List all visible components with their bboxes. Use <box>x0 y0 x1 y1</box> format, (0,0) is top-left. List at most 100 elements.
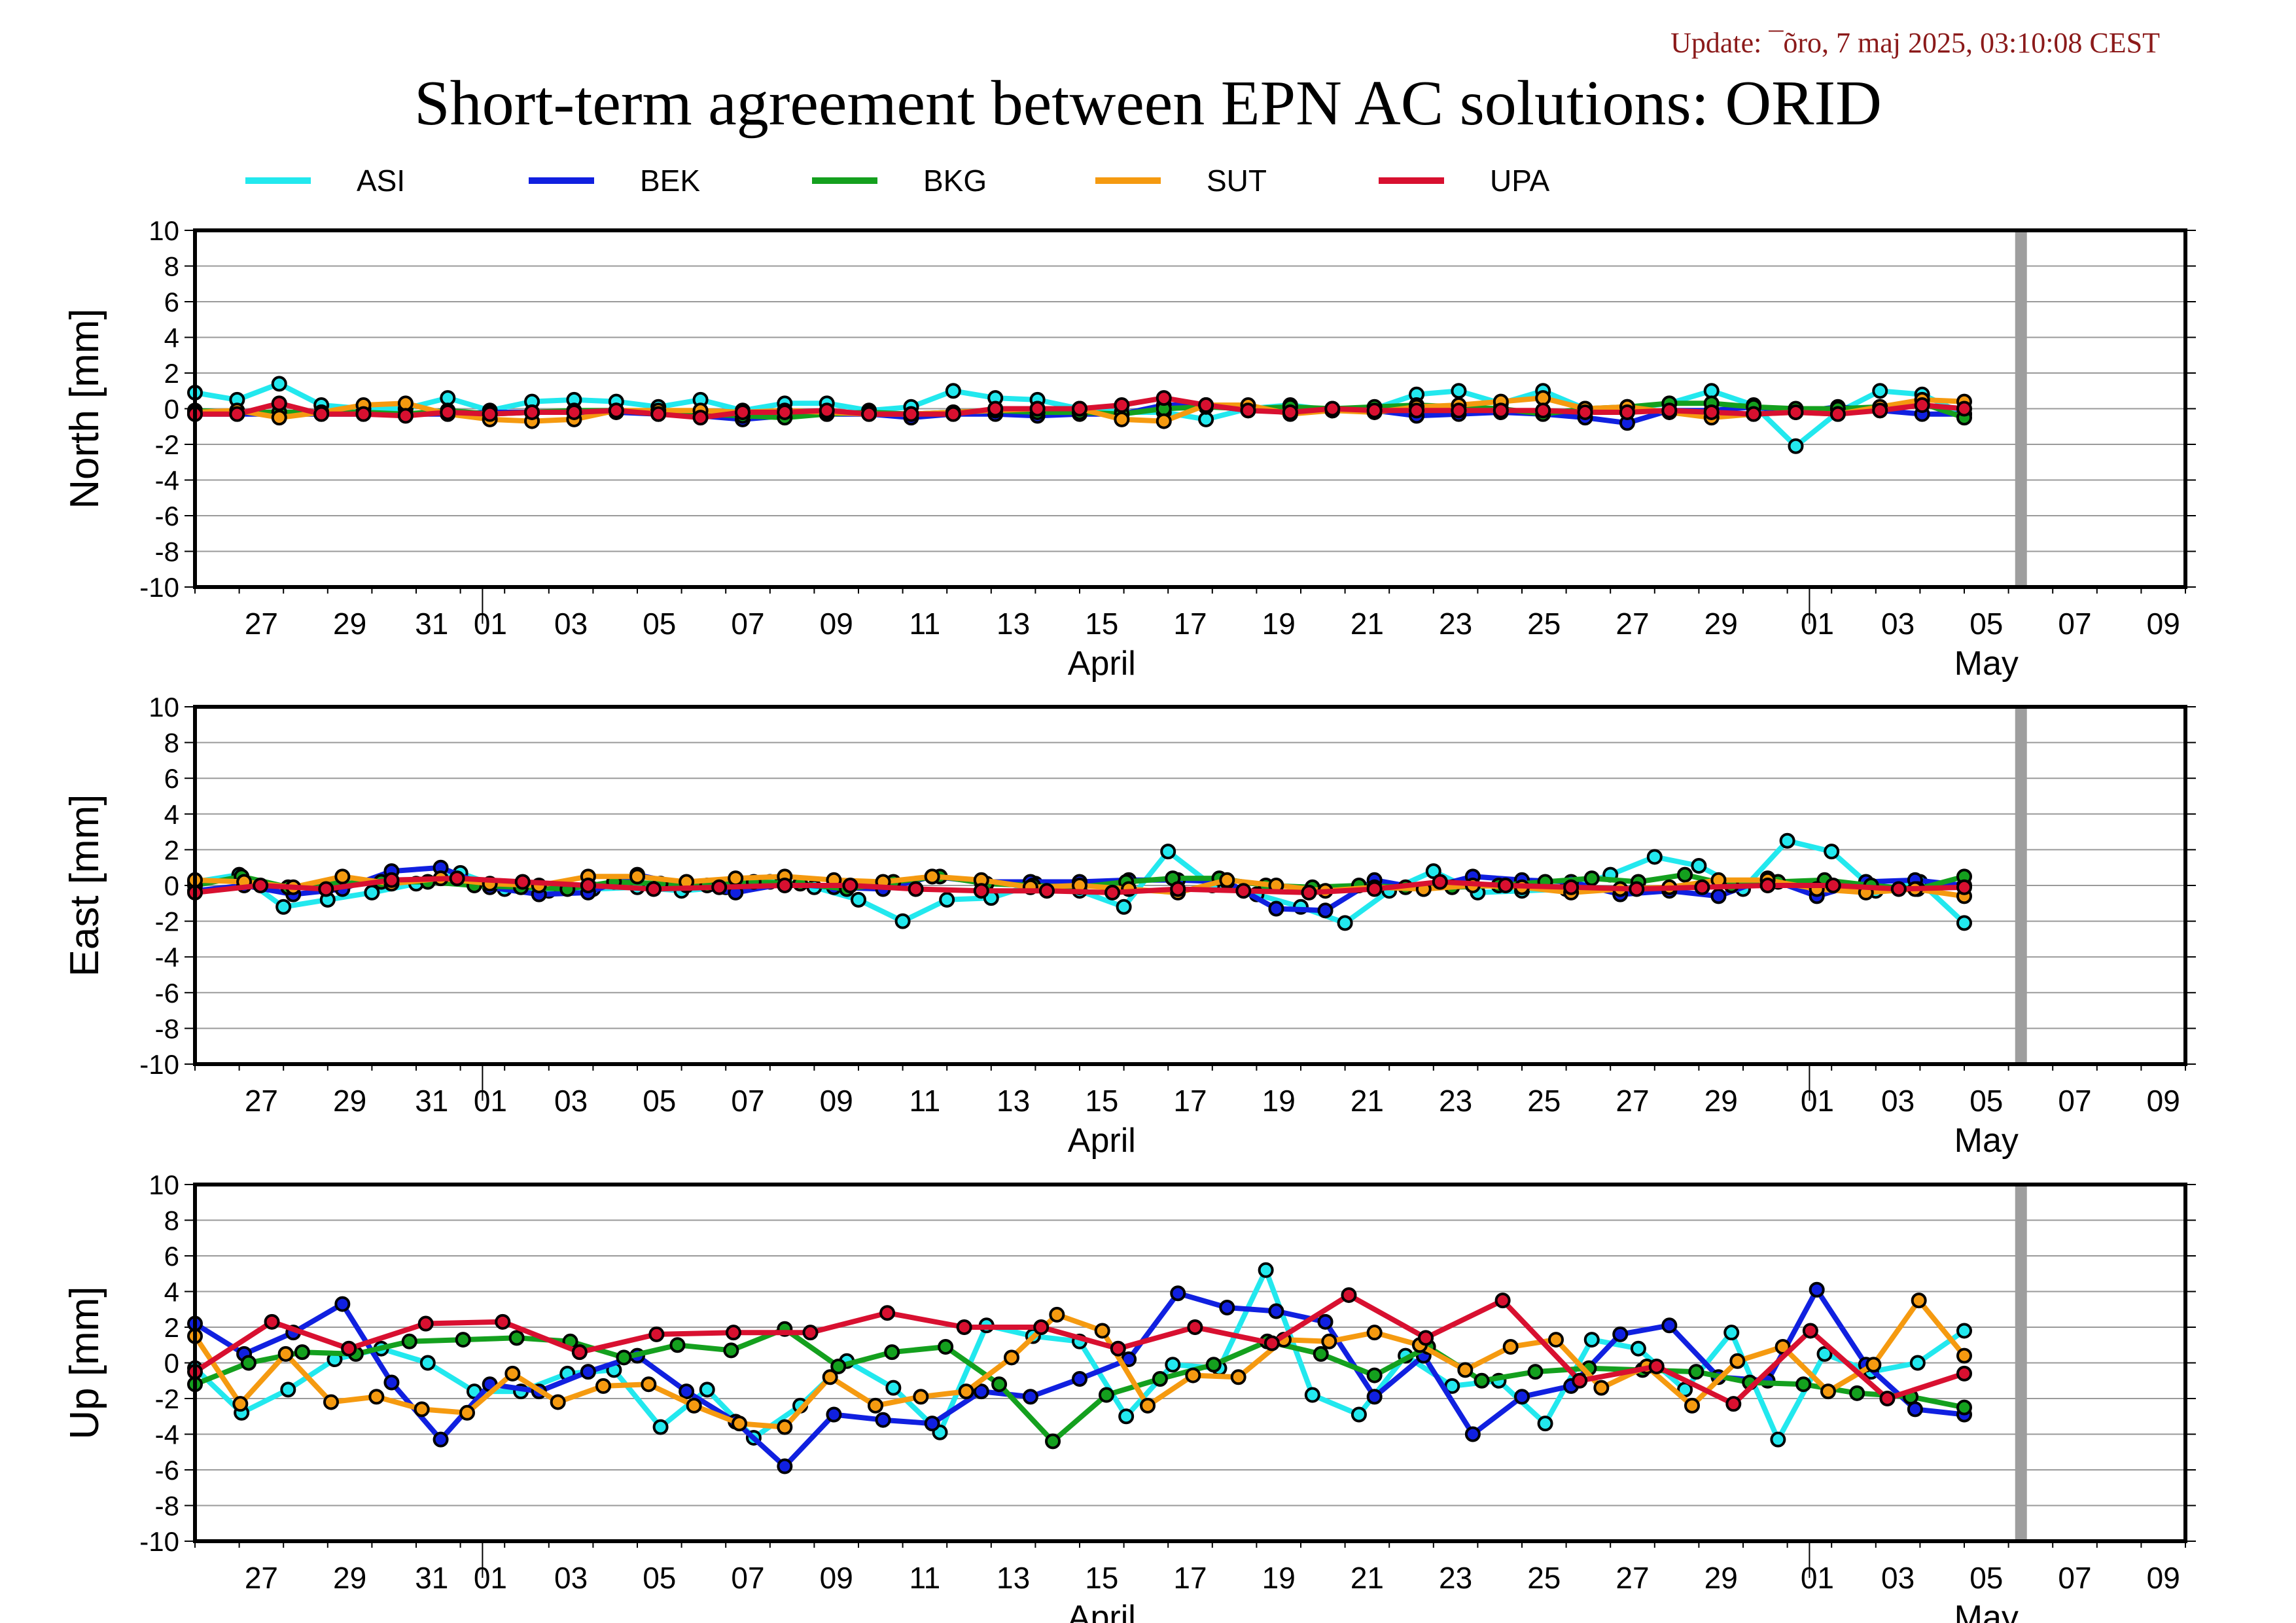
data-point-bkg <box>1677 866 1693 883</box>
update-timestamp: Update: ¯õro, 7 maj 2025, 03:10:08 CEST <box>1670 27 2160 59</box>
x-tick-label: 07 <box>2058 1084 2091 1118</box>
x-tick-label: 27 <box>245 1084 278 1118</box>
data-point-sut <box>1865 1357 1882 1373</box>
x-tick-label: 03 <box>1881 1084 1915 1118</box>
x-tick-label: 09 <box>820 607 853 641</box>
data-point-upa <box>253 878 269 893</box>
data-point-asi <box>364 884 380 901</box>
data-point-sut <box>1775 1338 1791 1355</box>
data-point-bek <box>924 1416 940 1432</box>
data-point-upa <box>1104 884 1121 901</box>
data-point-bek <box>1022 1389 1038 1405</box>
data-point-upa <box>341 1340 357 1357</box>
y-tick-label: 10 <box>149 215 179 246</box>
y-tick-label: 2 <box>164 1312 179 1343</box>
x-tick-label: 17 <box>1173 607 1207 641</box>
data-point-asi <box>1165 1357 1181 1373</box>
data-point-sut <box>1366 1325 1383 1341</box>
data-point-bek <box>1907 1401 1923 1418</box>
data-point-bkg <box>1795 1376 1812 1393</box>
data-point-sut <box>924 868 940 885</box>
legend: ASI BEK BKG SUT UPA <box>245 164 1549 198</box>
data-point-bkg <box>1956 1399 1972 1416</box>
data-point-asi <box>1956 915 1972 931</box>
data-point-sut <box>777 1419 793 1435</box>
data-point-bkg <box>669 1337 686 1353</box>
x-tick-label: 09 <box>2147 607 2180 641</box>
data-point-bkg <box>884 1344 900 1361</box>
data-point-upa <box>1890 881 1907 897</box>
data-point-asi <box>851 891 866 908</box>
data-point-sut <box>1230 1369 1246 1385</box>
data-point-upa <box>692 410 709 426</box>
data-point-asi <box>1909 1355 1926 1371</box>
x-tick-label: 05 <box>1969 1561 2003 1595</box>
data-point-bek <box>1219 1300 1235 1316</box>
x-tick-label: 01 <box>1801 1084 1834 1118</box>
chart-title: Short-term agreement between EPN AC solu… <box>414 68 1882 139</box>
data-point-upa <box>1648 1358 1665 1374</box>
y-tick-label: -6 <box>155 978 179 1008</box>
data-point-sut <box>1729 1353 1746 1369</box>
data-point-sut <box>1911 1293 1927 1309</box>
x-tick-label: 13 <box>997 607 1030 641</box>
data-point-bek <box>433 1431 449 1448</box>
y-tick-label: -2 <box>155 429 179 460</box>
data-point-upa <box>1725 1396 1742 1412</box>
data-point-upa <box>1563 879 1580 895</box>
x-tick-label: 05 <box>1969 607 2003 641</box>
current-date-marker <box>2015 707 2027 1064</box>
x-tick-label: 03 <box>554 1561 588 1595</box>
data-point-upa <box>1432 874 1448 890</box>
data-point-upa <box>987 401 1004 417</box>
x-tick-label: 29 <box>1704 1084 1738 1118</box>
y-tick-label: 8 <box>164 1205 179 1236</box>
data-point-upa <box>1494 1293 1511 1309</box>
data-point-sut <box>504 1365 521 1382</box>
x-tick-label: 07 <box>731 1561 764 1595</box>
x-tick-label: 15 <box>1085 1561 1118 1595</box>
y-tick-label: -10 <box>139 1526 179 1557</box>
y-tick-label: 2 <box>164 358 179 389</box>
legend-label-sut: SUT <box>1207 164 1267 198</box>
data-point-upa <box>495 1313 511 1330</box>
x-tick-label: 01 <box>1801 1561 1834 1595</box>
data-point-upa <box>1492 402 1509 419</box>
data-point-sut <box>368 1389 385 1405</box>
data-point-bkg <box>240 1355 256 1371</box>
data-point-upa <box>417 1315 434 1332</box>
data-point-asi <box>1723 1325 1740 1341</box>
series-line-sut <box>192 1298 1967 1430</box>
x-tick-label: 25 <box>1527 1561 1561 1595</box>
data-point-upa <box>861 406 877 422</box>
x-tick-label: 11 <box>910 1084 941 1118</box>
data-point-asi <box>652 1419 669 1435</box>
plot-frame <box>193 1183 2187 1543</box>
data-point-upa <box>1170 881 1186 897</box>
data-point-bkg <box>401 1333 417 1349</box>
data-point-bkg <box>1583 870 1600 887</box>
data-point-asi <box>1337 915 1353 931</box>
data-point-upa <box>1703 404 1720 420</box>
data-point-bkg <box>616 1349 632 1366</box>
y-tick-label: 6 <box>164 763 179 794</box>
data-point-upa <box>1914 397 1930 414</box>
data-point-asi <box>1816 1346 1833 1362</box>
data-point-sut <box>1535 390 1551 406</box>
x-tick-label: 05 <box>643 1561 676 1595</box>
data-point-sut <box>913 1389 929 1405</box>
x-tick-label: 19 <box>1262 1084 1296 1118</box>
x-tick-label: 27 <box>245 607 278 641</box>
data-point-bek <box>1366 1389 1383 1405</box>
data-point-asi <box>1537 1416 1553 1432</box>
data-point-upa <box>571 1344 588 1361</box>
data-point-bek <box>383 1374 400 1391</box>
data-point-asi <box>894 913 911 929</box>
x-tick-label: 25 <box>1527 607 1561 641</box>
y-tick-label: 8 <box>164 728 179 758</box>
plot-frame <box>193 705 2187 1066</box>
x-tick-label: 07 <box>731 1084 764 1118</box>
data-point-bkg <box>508 1330 525 1346</box>
data-point-asi <box>1583 1332 1600 1348</box>
y-axis-label: East [mm] <box>62 794 107 976</box>
